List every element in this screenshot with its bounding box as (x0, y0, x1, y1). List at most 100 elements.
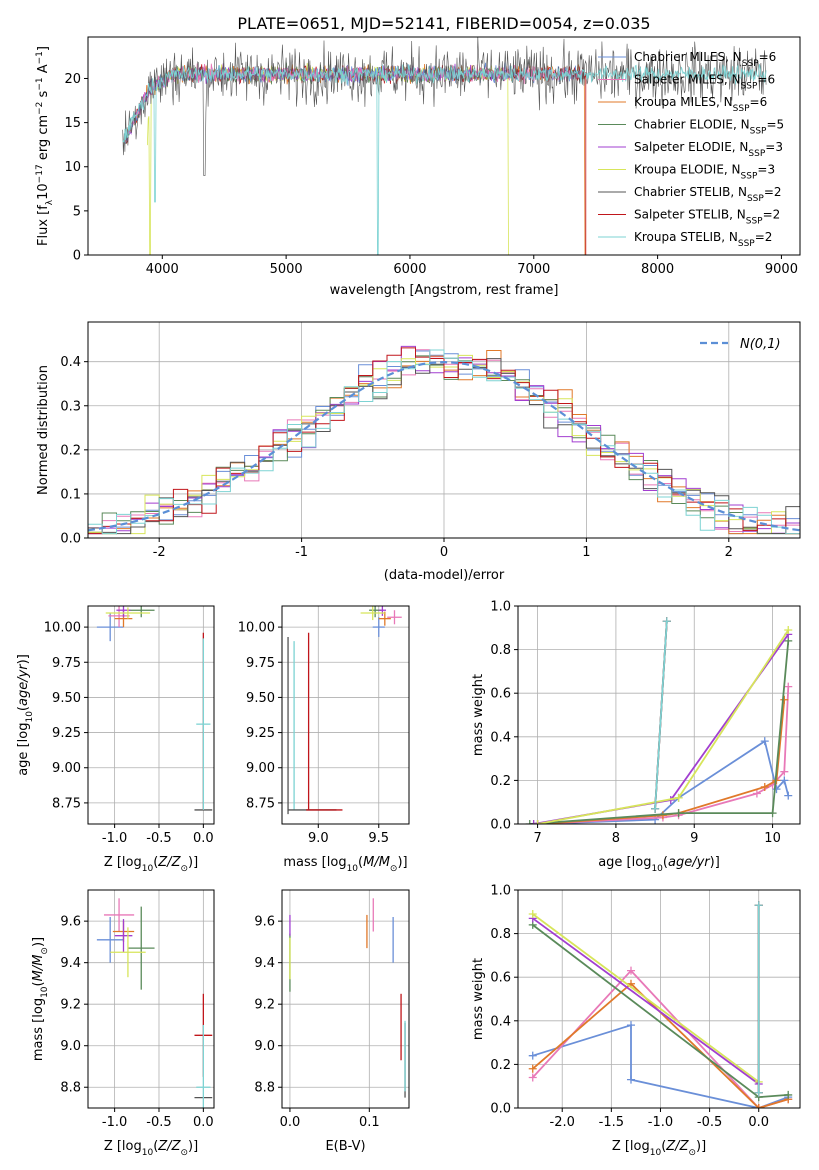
weight-marker-chabrier-elodie (768, 809, 777, 818)
weight-marker-kroupa-stelib (754, 1088, 763, 1097)
y-tick-label: 0.4 (490, 730, 511, 745)
y-tick-label: 0.8 (490, 927, 511, 942)
x-tick-label: 0.0 (280, 1115, 301, 1130)
y-tick-label: 0.8 (490, 643, 511, 658)
legend-label-chabrier-miles: Chabrier MILES, NSSP=6 (634, 50, 776, 69)
axes-frame (87, 889, 215, 1109)
legend-label-kroupa-elodie: Kroupa ELODIE, NSSP=3 (634, 163, 775, 182)
y-tick-label: 8.75 (52, 796, 81, 811)
axes-frame (87, 321, 801, 539)
panel-8: -2.0 -1.5 -1.0 -0.5 0.0 0.0 0.2 0.4 0.6 0.8 1.0 Z [… (471, 884, 801, 1158)
weight-marker-chabrier-miles (780, 776, 789, 785)
y-tick-label: 8.8 (60, 1081, 81, 1096)
x-tick-label: 8 (612, 831, 620, 846)
y-tick-label: 9.25 (246, 726, 275, 741)
weight-marker-salpeter-miles (626, 966, 635, 975)
y-tick-label: 0.6 (490, 687, 511, 702)
weight-line-kroupa-miles (532, 982, 789, 1108)
y-tick-label: 8.8 (254, 1081, 275, 1096)
legend-label-kroupa-miles: Kroupa MILES, NSSP=6 (634, 95, 767, 114)
weight-marker-kroupa-miles (754, 1104, 763, 1108)
spectrum-chabrier-stelib (122, 37, 767, 176)
weight-marker-kroupa-miles (528, 1064, 537, 1073)
y-tick-label: 9.25 (52, 726, 81, 741)
weight-marker-chabrier-miles (528, 1051, 537, 1060)
x-axis-label: (data-model)/error (384, 568, 505, 583)
figure-title: PLATE=0651, MJD=52141, FIBERID=0054, z=0… (237, 14, 650, 33)
x-tick-label: -0.5 (697, 1115, 722, 1130)
normal-curve (88, 360, 800, 532)
x-tick-label: 8000 (641, 262, 674, 277)
x-tick-label: 0.1 (359, 1115, 380, 1130)
plot-area (122, 37, 767, 255)
weight-marker-salpeter-miles (780, 767, 789, 776)
y-tick-label: 9.50 (52, 691, 81, 706)
y-axis-label: Flux [fλ10−17 erg cm−2 s−1 A−1] (35, 46, 55, 246)
y-tick-label: 0.4 (60, 355, 81, 370)
legend-label-normal: N(0,1) (740, 337, 781, 352)
weight-line-salpeter-miles (537, 686, 790, 824)
y-tick-label: 0.0 (490, 818, 511, 833)
weight-marker-chabrier-elodie (784, 1090, 793, 1099)
plot-area (525, 617, 793, 824)
spectrum-kroupa-miles (124, 63, 586, 255)
y-tick-label: 1.0 (490, 884, 511, 899)
y-tick-label: 5 (73, 204, 81, 219)
axes-frame (87, 36, 801, 256)
y-tick-label: 9.2 (254, 998, 275, 1013)
legend-label-kroupa-stelib: Kroupa STELIB, NSSP=2 (634, 230, 772, 249)
y-axis-label: age [log10(age/yr)] (16, 654, 35, 776)
weight-marker-kroupa-stelib (754, 901, 763, 910)
y-tick-label: 0.0 (490, 1102, 511, 1117)
weight-line-chabrier-elodie (529, 640, 790, 824)
x-tick-label: -2.0 (550, 1115, 575, 1130)
y-tick-label: 9.75 (52, 656, 81, 671)
x-tick-label: 4000 (146, 262, 179, 277)
x-axis-label: wavelength [Angstrom, rest frame] (330, 283, 559, 298)
x-axis-label: Z [log10(Z/Z⊙)] (612, 1139, 706, 1158)
legend-label-chabrier-elodie: Chabrier ELODIE, NSSP=5 (634, 118, 784, 137)
y-tick-label: 9.0 (60, 1039, 81, 1054)
weight-line-kroupa-elodie (532, 913, 760, 1083)
weight-marker-kroupa-miles (780, 695, 789, 704)
weight-marker-chabrier-elodie (674, 809, 683, 818)
x-tick-label: -1.0 (102, 831, 127, 846)
x-tick-label: -2 (153, 545, 166, 560)
weight-line-kroupa-stelib (654, 621, 668, 809)
legend-label-salpeter-miles: Salpeter MILES, NSSP=6 (634, 73, 775, 92)
y-tick-label: 0.6 (490, 971, 511, 986)
x-tick-label: 9 (690, 831, 698, 846)
axes-frame (281, 889, 410, 1109)
weight-marker-chabrier-miles (651, 815, 660, 824)
x-tick-label: -1.0 (102, 1115, 127, 1130)
x-tick-label: 0 (440, 545, 448, 560)
plot-area (96, 898, 213, 1108)
legend-label-salpeter-elodie: Salpeter ELODIE, NSSP=3 (634, 140, 783, 159)
axes-frame (517, 889, 801, 1109)
y-tick-label: 9.75 (246, 656, 275, 671)
weight-marker-kroupa-elodie (533, 820, 542, 824)
y-tick-label: 0 (73, 249, 81, 264)
weight-marker-salpeter-elodie (529, 820, 538, 824)
plot-area (528, 901, 793, 1108)
y-axis-label: mass weight (471, 958, 486, 1040)
y-tick-label: 9.4 (60, 956, 81, 971)
spectrum-kroupa-stelib (122, 64, 767, 255)
legend: Chabrier MILES, NSSP=6 Salpeter MILES, NS… (598, 50, 784, 249)
y-tick-label: 9.6 (254, 915, 275, 930)
y-tick-label: 9.0 (254, 1039, 275, 1054)
y-tick-label: 0.0 (60, 532, 81, 547)
y-tick-label: 0.2 (490, 1058, 511, 1073)
weight-marker-salpeter-miles (752, 789, 761, 798)
weight-marker-kroupa-elodie (784, 625, 793, 634)
x-tick-label: 0.0 (193, 831, 214, 846)
weight-marker-kroupa-stelib (651, 804, 660, 813)
weight-marker-kroupa-elodie (674, 793, 683, 802)
histogram-kroupa-stelib (88, 349, 800, 538)
axes-frame (87, 605, 215, 825)
panel-7: 0.0 0.1 8.8 9.0 9.2 9.4 9.6 E(B-V) (254, 889, 410, 1154)
y-tick-label: 0.4 (490, 1014, 511, 1029)
x-tick-label: 0.0 (748, 1115, 769, 1130)
y-axis-label: mass [log10(M/M⊙)] (31, 937, 50, 1061)
